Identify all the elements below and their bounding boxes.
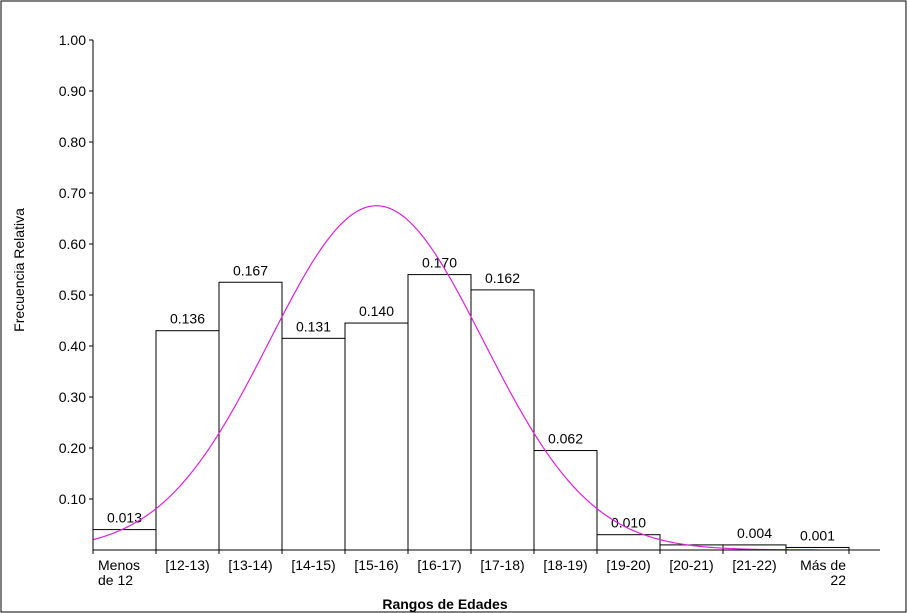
y-tick-label-4: 0.50 — [59, 287, 86, 303]
x-tick-label-8: [19-20) — [606, 557, 650, 573]
bar-3 — [281, 337, 346, 551]
y-tick-label-3: 0.40 — [59, 338, 86, 354]
x-tick-label-3: [14-15) — [291, 557, 335, 573]
normal-curve — [92, 205, 819, 551]
data-label-6: 0.162 — [485, 270, 520, 286]
x-tick-label-1: [12-13) — [165, 557, 209, 573]
data-label-10: 0.004 — [737, 525, 772, 541]
data-label-11: 0.001 — [800, 527, 835, 543]
y-tick-label-9: 1.00 — [59, 32, 86, 48]
y-tick-label-7: 0.80 — [59, 134, 86, 150]
y-tick-label-6: 0.70 — [59, 185, 86, 201]
data-label-4: 0.140 — [359, 303, 394, 319]
tick-labels: 0.10 0.20 0.30 0.40 0.50 0.60 0.70 0.80 0.90 1.00… — [59, 32, 846, 588]
y-tick-label-2: 0.30 — [59, 389, 86, 405]
data-label-1: 0.136 — [170, 311, 205, 327]
x-tick-label-10: [21-22) — [732, 557, 776, 573]
bar-1 — [155, 330, 220, 551]
y-tick-label-0: 0.10 — [59, 491, 86, 507]
x-tick-label-5: [16-17) — [417, 557, 461, 573]
bar-4 — [344, 322, 409, 551]
x-tick-label-7: [18-19) — [543, 557, 587, 573]
data-label-3: 0.131 — [296, 318, 331, 334]
bar-5 — [407, 274, 472, 551]
y-axis-title: Frecuencia Relativa — [11, 208, 27, 332]
data-label-5: 0.170 — [422, 255, 457, 271]
y-tick-label-1: 0.20 — [59, 440, 86, 456]
data-label-0: 0.013 — [107, 510, 142, 526]
x-tick-label-2: [13-14) — [228, 557, 272, 573]
data-labels: 0.013 0.136 0.167 0.131 0.140 0.170 0.162 0.062… — [107, 255, 835, 544]
x-tick-label-11: Más de 22 — [800, 557, 846, 588]
y-tick-label-8: 0.90 — [59, 83, 86, 99]
data-label-7: 0.062 — [548, 431, 583, 447]
y-tick-label-5: 0.60 — [59, 236, 86, 252]
x-tick-label-4: [15-16) — [354, 557, 398, 573]
bars — [92, 274, 850, 551]
bar-0 — [92, 529, 157, 551]
data-label-8: 0.010 — [611, 515, 646, 531]
x-tick-label-0: Menos de 12 — [98, 557, 140, 588]
bar-6 — [470, 289, 535, 551]
x-tick-label-6: [17-18) — [480, 557, 524, 573]
curve-layer — [92, 205, 819, 551]
axes — [89, 39, 880, 554]
x-tick-label-9: [20-21) — [669, 557, 713, 573]
x-axis-title: Rangos de Edades — [382, 596, 507, 612]
data-label-2: 0.167 — [233, 262, 268, 278]
bar-2 — [218, 281, 283, 551]
